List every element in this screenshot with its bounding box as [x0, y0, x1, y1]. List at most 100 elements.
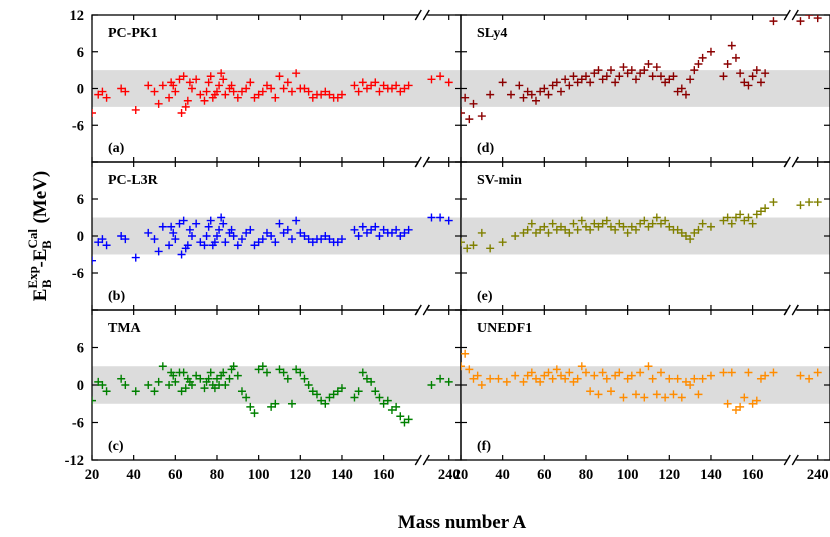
data-point	[594, 390, 603, 399]
data-point	[267, 84, 276, 93]
data-point	[233, 371, 242, 380]
data-point	[673, 225, 682, 234]
data-point	[556, 371, 565, 380]
data-point	[321, 232, 330, 240]
data-point	[690, 66, 699, 75]
data-point	[212, 374, 221, 383]
data-point	[436, 72, 445, 81]
data-point	[400, 84, 409, 93]
data-point	[686, 235, 695, 244]
data-point	[731, 213, 740, 222]
data-point	[154, 99, 163, 108]
data-point	[102, 241, 111, 250]
x-tick-label: 240	[807, 467, 829, 483]
data-point	[375, 393, 384, 402]
data-point	[623, 69, 632, 78]
x-tick-label: 100	[617, 467, 639, 483]
x-tick-label: 100	[248, 467, 270, 483]
data-point	[329, 390, 338, 399]
data-point	[461, 93, 470, 102]
data-point	[246, 225, 255, 234]
data-point	[227, 225, 236, 234]
panel-sv-min: 60-6SV-min(e)	[460, 156, 830, 316]
y-tick-label: 6	[77, 341, 84, 357]
data-point	[258, 87, 267, 96]
data-point	[644, 60, 653, 68]
data-point	[308, 387, 317, 396]
data-point	[665, 374, 674, 383]
data-point	[271, 93, 280, 102]
data-point	[615, 368, 624, 377]
data-point	[262, 368, 271, 377]
data-point	[611, 225, 620, 234]
data-point	[392, 81, 401, 90]
data-point	[813, 368, 822, 377]
data-point	[354, 87, 363, 96]
data-point	[337, 384, 346, 393]
data-point	[200, 96, 209, 105]
data-point	[219, 75, 228, 84]
data-point	[212, 87, 221, 96]
data-point	[121, 235, 130, 244]
data-point	[461, 109, 465, 117]
data-point	[206, 72, 215, 81]
data-point	[358, 222, 367, 231]
data-point	[154, 377, 163, 386]
data-point	[561, 374, 570, 383]
data-point	[267, 402, 276, 411]
data-point	[461, 238, 465, 247]
data-point	[292, 216, 301, 225]
y-tick-label: -6	[72, 266, 84, 282]
data-point	[498, 78, 507, 87]
data-point	[723, 213, 732, 222]
data-point	[358, 368, 367, 377]
data-point	[187, 84, 196, 93]
y-tick-label: 0	[77, 378, 84, 394]
data-point	[586, 78, 595, 87]
data-point	[242, 393, 251, 402]
data-point	[217, 69, 226, 78]
data-point	[279, 368, 288, 377]
data-point	[463, 244, 472, 253]
data-point	[375, 87, 384, 96]
data-point	[540, 371, 549, 380]
axis-break-mark	[422, 454, 430, 466]
data-point	[465, 365, 474, 374]
data-point	[736, 69, 745, 78]
data-point	[623, 374, 632, 383]
axis-break-mark	[783, 156, 791, 168]
data-point	[477, 112, 486, 121]
data-point	[287, 235, 296, 244]
data-point	[661, 393, 670, 402]
data-point	[813, 15, 822, 23]
data-point	[561, 75, 570, 84]
data-point	[494, 374, 503, 383]
data-point	[619, 63, 628, 72]
data-point	[661, 216, 670, 225]
x-tick-label: 160	[742, 467, 764, 483]
data-point	[577, 216, 586, 225]
data-point	[177, 387, 186, 396]
data-point	[179, 72, 188, 81]
axis-break-mark	[791, 9, 799, 21]
panel-pc-pk1: 12 6 0 -6 PC-PK1 (a)	[70, 8, 462, 168]
x-tick-label: 60	[537, 467, 552, 483]
data-point	[271, 399, 280, 408]
data-point	[665, 222, 674, 231]
data-point	[581, 72, 590, 81]
data-point	[469, 241, 478, 250]
data-point	[619, 393, 628, 402]
data-point	[648, 72, 657, 81]
data-point	[719, 368, 728, 377]
data-point	[665, 75, 674, 84]
axis-break-mark	[783, 304, 791, 316]
data-point	[362, 84, 371, 93]
data-point	[317, 235, 326, 244]
data-point	[748, 219, 757, 228]
data-point	[229, 362, 238, 371]
data-point	[756, 207, 765, 216]
panel-letter: (f)	[477, 439, 491, 454]
data-point	[761, 204, 770, 213]
y-tick-label: -6	[72, 118, 84, 134]
data-point	[400, 228, 409, 237]
